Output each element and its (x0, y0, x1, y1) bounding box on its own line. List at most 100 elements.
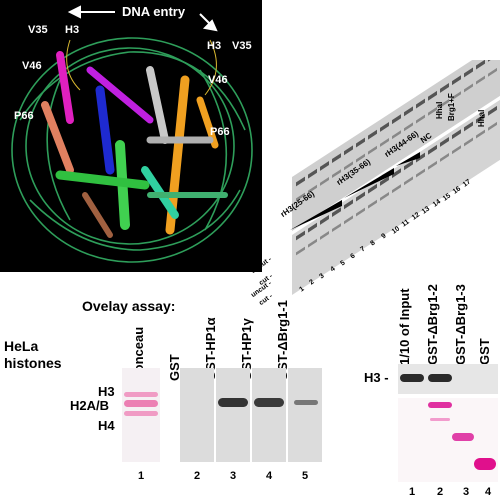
gel-band (476, 113, 485, 124)
gel-band (332, 169, 341, 179)
pulldown-lane-number-3: 3 (462, 486, 470, 498)
gel-band (392, 184, 401, 194)
label-brg1-f: Brg1+F (447, 93, 456, 121)
gel-band (440, 153, 449, 162)
gel-band (332, 207, 341, 218)
band-gst-dbrg1-1 (294, 400, 318, 405)
gel-band (464, 83, 473, 93)
band-ponceau-h4 (124, 411, 158, 416)
band-gst-hp1a (218, 398, 248, 407)
band-ponceau-h2ab (124, 400, 158, 407)
gel-band (356, 207, 365, 217)
gel-band (428, 106, 437, 116)
overlay-lane-number-4: 4 (265, 470, 273, 482)
gel-band (404, 106, 413, 117)
gel-band (440, 137, 449, 147)
gel-band (428, 160, 437, 170)
label-p66-right: P66 (210, 126, 230, 138)
gel-band (452, 129, 461, 140)
gel-band (296, 230, 305, 241)
gel-band (356, 191, 365, 202)
gel-band (440, 99, 449, 108)
gel-band (464, 137, 473, 147)
pulldown-lane-number-2: 2 (436, 486, 444, 498)
overlay-lane-number-3: 3 (229, 470, 237, 482)
band-coomassie-dbrg1-2 (428, 402, 452, 408)
gel-band (320, 230, 329, 240)
dna-entry-label: DNA entry (122, 4, 186, 19)
gel-band (464, 67, 473, 78)
gel-band (368, 183, 377, 194)
gel-band (308, 168, 317, 179)
pulldown-lane-number-4: 4 (484, 486, 492, 498)
gel-band (380, 122, 389, 132)
gel-band (344, 215, 353, 225)
label-p66-left: P66 (14, 110, 34, 122)
lane-gst-hp1a (216, 368, 250, 462)
marker-h2ab: H2A/B (70, 398, 110, 413)
lane-label-gst-dbrg1-3: GST-ΔBrg1-3 (453, 284, 468, 365)
gel-band (368, 199, 377, 209)
gel-band (308, 184, 317, 194)
gel-band (368, 129, 377, 140)
lane-label-input: 1/10 of Input (397, 288, 412, 365)
gel-band (296, 192, 305, 202)
gel-band (452, 145, 461, 155)
label-v35-right: V35 (232, 40, 252, 52)
marker-h3: H3 (98, 384, 115, 399)
nucleosome-structure-image (11, 5, 253, 263)
gel-band (392, 114, 401, 125)
label-h3-right: H3 (207, 40, 222, 52)
band-coomassie-dbrg1-3 (452, 433, 474, 441)
pulldown-lane-number-1: 1 (408, 486, 416, 498)
band-coomassie-gst (474, 458, 496, 470)
nucleosome-structure-panel: DNA entry V35 H3 V46 P66 H3 V35 V46 P66 (0, 0, 262, 272)
gel-band (392, 168, 401, 179)
gel-band (296, 176, 305, 187)
gel-band (476, 59, 485, 70)
label-hhai-right: HhaI (477, 109, 486, 127)
overlay-lane-number-2: 2 (193, 470, 201, 482)
gel-band (416, 98, 425, 109)
gel-band (392, 130, 401, 140)
gel-band (380, 192, 389, 201)
band-pulldown-input (400, 374, 424, 382)
gel-band (356, 137, 365, 148)
gel-band (428, 144, 437, 155)
gel-band (404, 160, 413, 171)
label-hhai-top: HhaI (435, 101, 444, 119)
hela-label: HeLa (4, 338, 39, 354)
gel-band (488, 105, 497, 116)
gel-band (452, 91, 461, 101)
lane-gst-dbrg1-1 (288, 368, 322, 462)
gel-band (320, 160, 329, 171)
gel-band (332, 153, 341, 164)
overlay-assay-title: Ovelay assay: (82, 298, 176, 314)
label-v46-left: V46 (22, 60, 42, 72)
gel-band (356, 153, 365, 163)
marker-h3-pulldown: H3 - (364, 370, 389, 385)
gel-band (344, 145, 353, 156)
gel-band (476, 129, 485, 139)
overlay-lane-number-5: 5 (301, 470, 309, 482)
gel-band (320, 176, 329, 186)
lane-gst-hp1g (252, 368, 286, 462)
band-pulldown-dbrg1-2 (428, 374, 452, 382)
row-label-cut-2: cut - (257, 292, 275, 307)
gel-band (296, 246, 305, 256)
gel-band (380, 138, 389, 147)
gel-band (488, 121, 497, 131)
lane-label-gst-dbrg1-2: GST-ΔBrg1-2 (425, 284, 440, 365)
gel-band (404, 122, 413, 132)
gel-band (476, 75, 485, 85)
gel-band (344, 161, 353, 171)
histones-label: histones (4, 355, 62, 371)
gel-band (428, 90, 437, 101)
gel-band (404, 176, 413, 186)
overlay-lane-number-1: 1 (137, 470, 145, 482)
band-gst-hp1g (254, 398, 284, 407)
gel-band (368, 145, 377, 155)
lane-label-gst-d: GST (477, 338, 492, 365)
marker-h4: H4 (98, 418, 115, 433)
gel-band (452, 75, 461, 86)
